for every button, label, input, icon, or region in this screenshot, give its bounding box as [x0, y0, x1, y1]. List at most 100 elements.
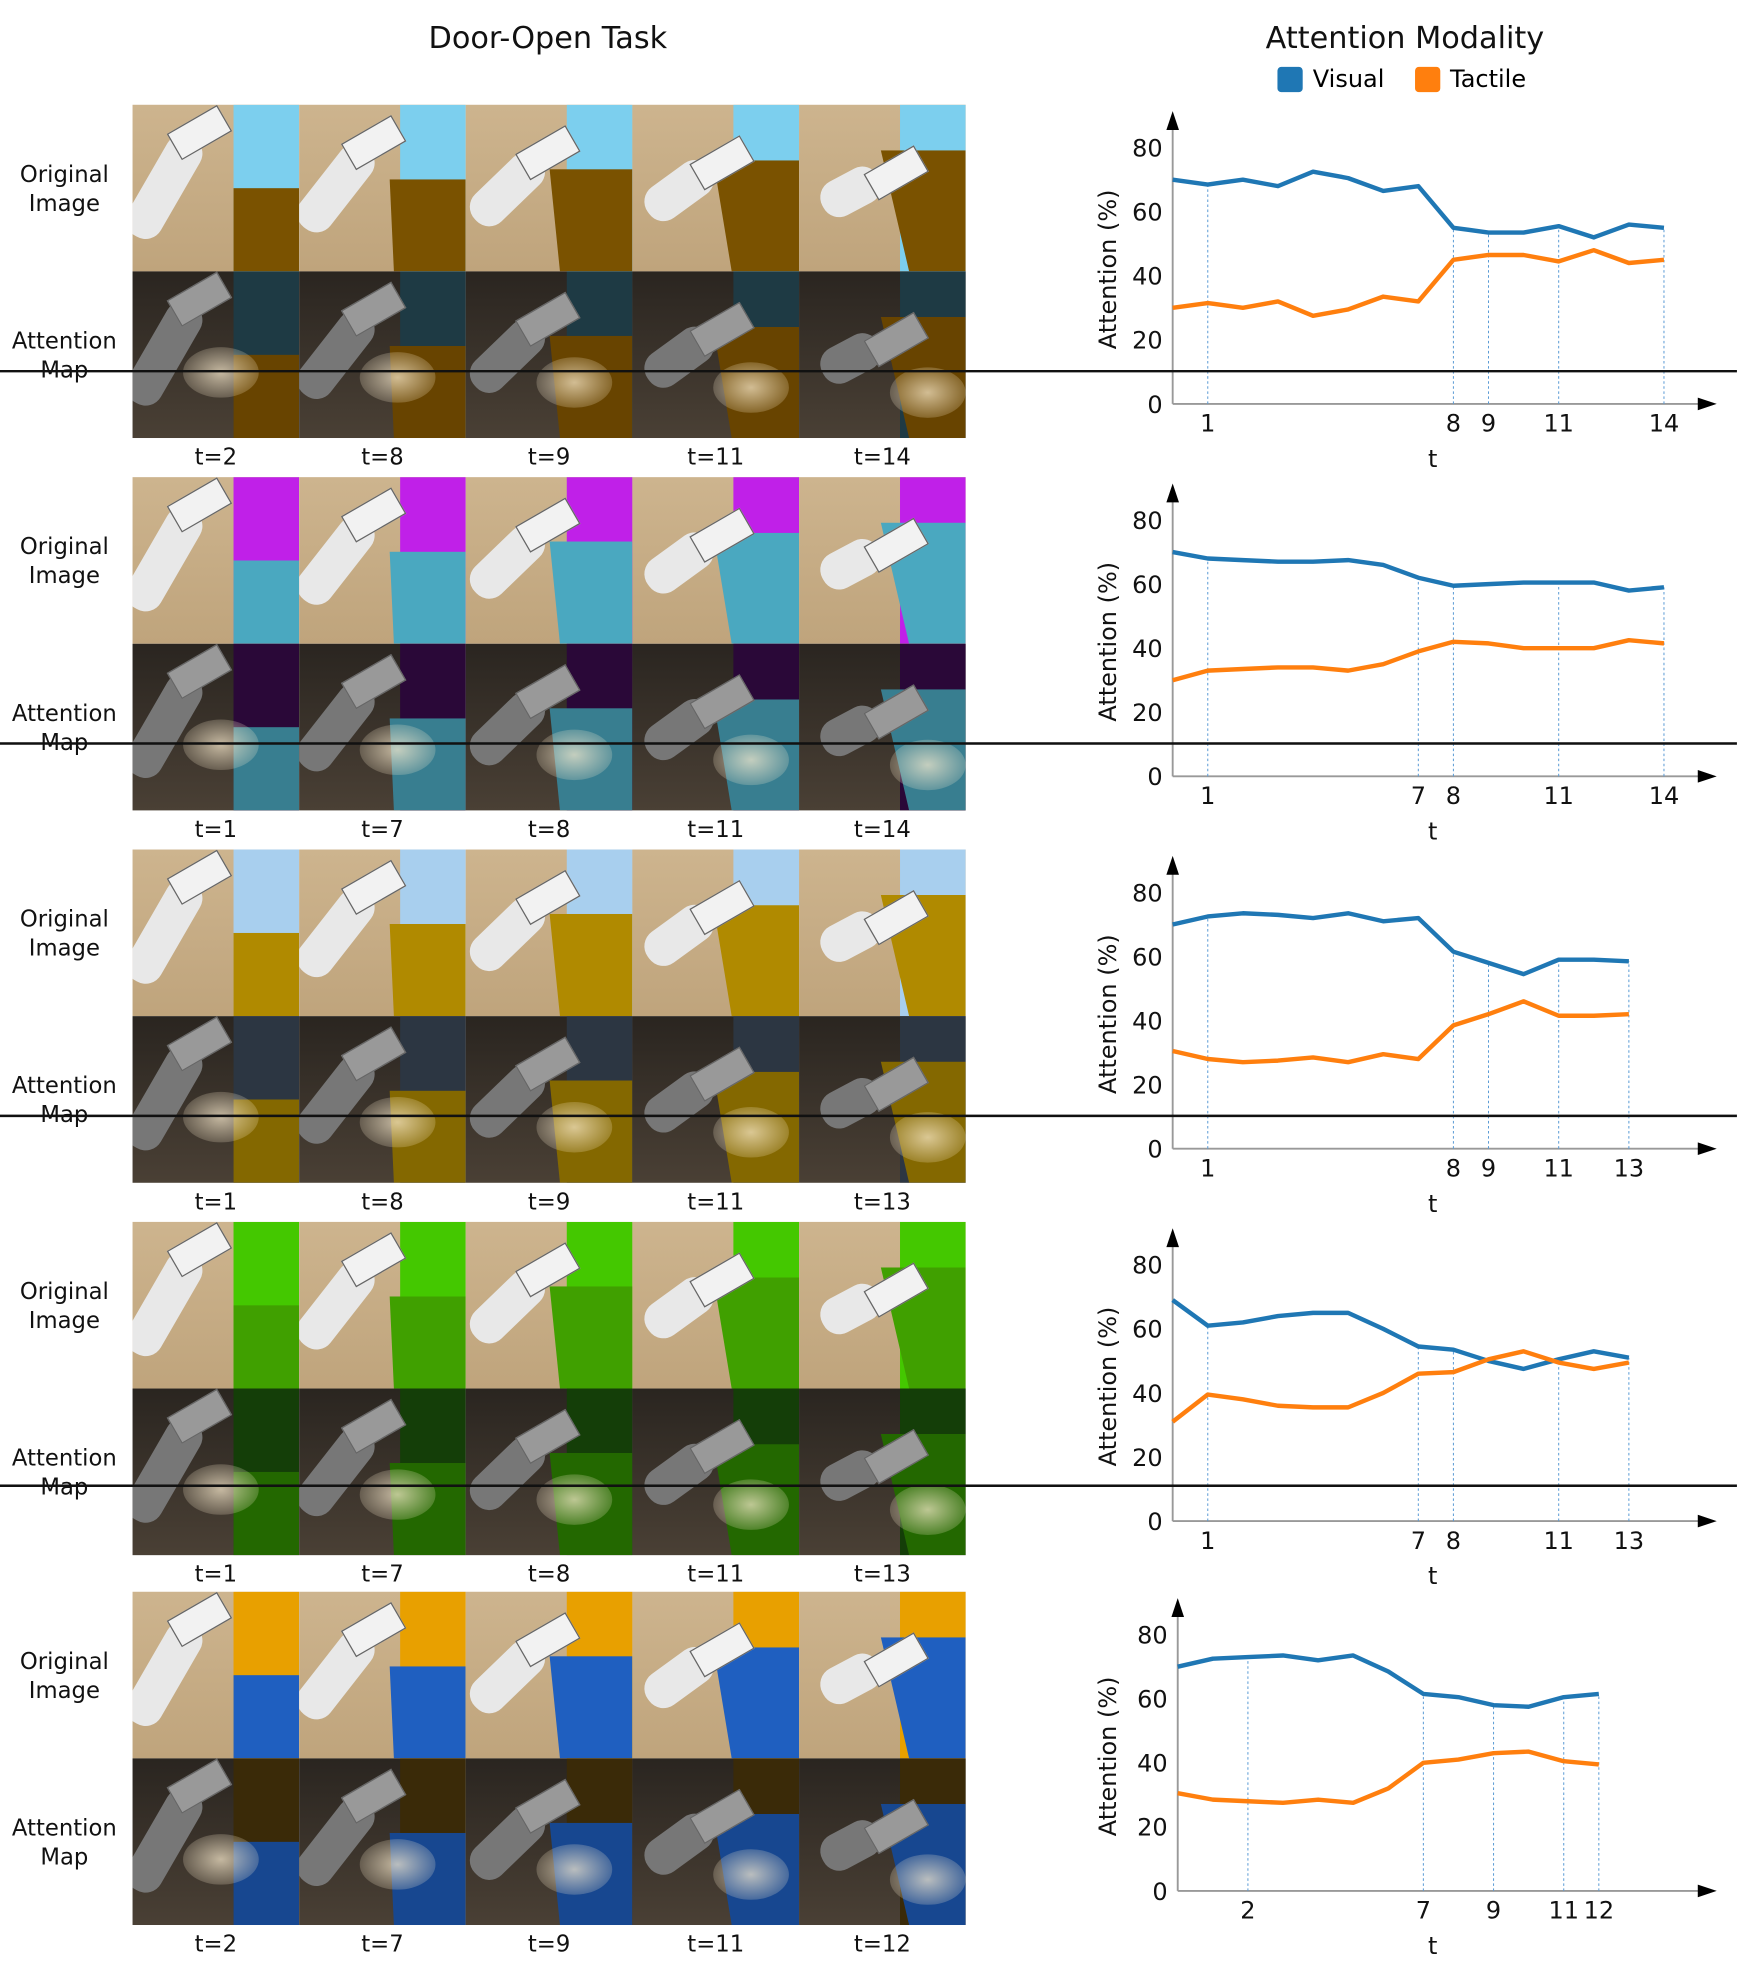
attention-map-frame [299, 1388, 466, 1556]
series-line-visual [1177, 1653, 1600, 1709]
label-line: Original [19, 1648, 109, 1676]
attention-map-frame [465, 271, 633, 439]
y-tick-label: 20 [1137, 1814, 1168, 1842]
attention-map-label: Attention Map [0, 1814, 129, 1872]
label-line: Map [40, 1844, 89, 1871]
x-tick-label: 2 [1240, 1897, 1255, 1925]
y-tick-label: 20 [1132, 327, 1163, 355]
timestep-label: t=1 [194, 816, 238, 844]
original-image-label: Original Image [0, 160, 129, 218]
y-axis-label: Attention (%) [1094, 934, 1122, 1094]
x-tick-label: 8 [1446, 410, 1461, 438]
row-separator [0, 1114, 1737, 1118]
label-line: Image [28, 562, 100, 590]
original-image-frame [799, 1221, 966, 1389]
y-tick-label: 80 [1132, 507, 1163, 535]
original-image-frame [299, 477, 466, 644]
label-line: Attention [11, 328, 117, 355]
figure-row: Original Image Attention Map t=1 t=7 t=8 t=11 t=… [0, 369, 1737, 845]
legend-label: Visual [1312, 65, 1385, 94]
series-line-tactile [1171, 1349, 1630, 1424]
y-axis-arrow [1166, 483, 1179, 503]
legend: Visual Tactile [1277, 65, 1527, 94]
y-tick-label: 60 [1132, 943, 1163, 971]
row-separator [0, 369, 1737, 373]
x-axis-label: t [1428, 1562, 1437, 1590]
x-tick-label: 8 [1446, 1527, 1461, 1555]
original-image-frame [465, 1591, 633, 1759]
timestep-label: t=8 [361, 444, 404, 471]
timestep-label: t=9 [527, 1931, 571, 1958]
series-line-visual [1171, 1298, 1630, 1372]
attention-map-frame [465, 1388, 633, 1556]
y-axis-arrow [1166, 111, 1179, 131]
label-line: Image [28, 1677, 100, 1705]
label-line: Attention [11, 1815, 117, 1842]
timestep-label: t=14 [853, 444, 911, 471]
y-tick-label: 0 [1147, 391, 1162, 419]
x-axis-label: t [1428, 1932, 1437, 1960]
legend-label: Tactile [1450, 65, 1527, 94]
timestep-label: t=8 [527, 816, 571, 844]
attention-map-frame [299, 271, 466, 439]
attention-map-frame [465, 1016, 633, 1183]
x-axis-label: t [1428, 817, 1437, 845]
y-tick-label: 40 [1132, 1380, 1163, 1408]
original-image-frame [799, 849, 966, 1017]
y-axis-arrow [1171, 1598, 1185, 1618]
attention-map-frame [799, 1388, 966, 1556]
timestep-label: t=14 [853, 816, 911, 844]
x-tick-label: 11 [1548, 1897, 1578, 1925]
original-image-frame [632, 1221, 800, 1389]
label-line: Image [28, 1307, 100, 1335]
original-image-frame [465, 1221, 633, 1389]
attention-map-frame [632, 1016, 800, 1183]
label-line: Attention [11, 1445, 117, 1472]
timestep-label: t=11 [687, 1931, 745, 1958]
series-line-tactile [1172, 637, 1665, 683]
timestep-label: t=11 [687, 816, 745, 844]
series-line-tactile [1177, 1749, 1600, 1806]
attention-map-frame [299, 1758, 466, 1926]
x-tick-label: 1 [1200, 410, 1215, 438]
timestep-label: t=12 [853, 1931, 911, 1958]
original-image-frame [465, 849, 633, 1017]
label-line: Map [40, 1474, 89, 1501]
y-tick-label: 40 [1132, 263, 1163, 291]
original-image-frame [799, 1591, 966, 1759]
y-tick-label: 0 [1147, 763, 1162, 791]
series-line-visual [1172, 549, 1665, 593]
x-tick-label: 11 [1543, 782, 1573, 810]
series-line-visual [1172, 911, 1629, 977]
original-image-frame [632, 477, 800, 644]
timestep-label: t=7 [361, 1561, 404, 1588]
attention-map-frame [299, 643, 466, 811]
y-axis-label: Attention (%) [1094, 190, 1122, 350]
image-grid [132, 1221, 966, 1556]
row-separator [0, 1484, 1737, 1487]
original-image-frame [132, 1591, 300, 1759]
original-image-frame [799, 477, 966, 644]
x-axis-label: t [1428, 1190, 1437, 1218]
x-tick-label: 9 [1481, 410, 1496, 438]
timestep-label: t=13 [853, 1189, 911, 1216]
x-axis-arrow [1697, 1884, 1717, 1898]
original-image-frame [799, 104, 966, 272]
y-tick-label: 40 [1137, 1750, 1168, 1778]
timestep-label: t=9 [527, 444, 571, 471]
timestep-label: t=1 [194, 1561, 238, 1588]
attention-map-label: Attention Map [0, 1444, 129, 1502]
y-tick-label: 60 [1132, 199, 1163, 227]
x-tick-label: 12 [1584, 1897, 1615, 1925]
attention-map-frame [632, 1388, 800, 1556]
y-tick-label: 80 [1132, 1252, 1163, 1280]
series-line-tactile [1172, 247, 1665, 319]
timestep-label: t=1 [194, 1189, 238, 1216]
original-image-frame [632, 104, 800, 272]
timestep-label: t=2 [194, 444, 238, 471]
image-grid [132, 104, 966, 439]
timestep-label: t=2 [194, 1931, 238, 1958]
attention-map-frame [799, 643, 966, 811]
y-tick-label: 20 [1132, 699, 1163, 727]
